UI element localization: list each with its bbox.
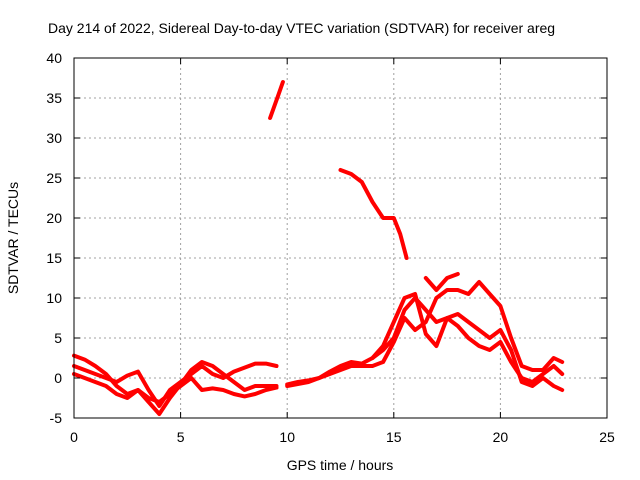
data-track-track-7	[285, 280, 565, 388]
grid-layer	[74, 58, 607, 418]
chart-title: Day 214 of 2022, Sidereal Day-to-day VTE…	[48, 20, 555, 36]
x-tick-label: 10	[279, 429, 295, 445]
y-tick-label: -5	[50, 410, 63, 426]
tick-layer: 0 5 10 15 20 25 -5 0 5 10 15 20 25 30 35 40	[46, 50, 615, 445]
y-axis-label: SDTVAR / TECUs	[5, 182, 21, 294]
data-track-track-6	[338, 168, 409, 260]
y-tick-label: 25	[46, 170, 62, 186]
x-tick-label: 20	[493, 429, 509, 445]
data-track-track-8	[370, 292, 565, 392]
data-track-track-9	[423, 272, 460, 292]
y-tick-label: 35	[46, 90, 62, 106]
plot-frame	[73, 57, 608, 419]
data-track-track-5	[285, 296, 565, 387]
data-track-track-4	[268, 80, 285, 120]
y-tick-label: 15	[46, 250, 62, 266]
x-tick-label: 5	[177, 429, 185, 445]
x-tick-label: 0	[70, 429, 78, 445]
y-tick-label: 0	[54, 370, 62, 386]
y-tick-label: 5	[54, 330, 62, 346]
y-tick-label: 10	[46, 290, 62, 306]
x-tick-label: 25	[599, 429, 615, 445]
data-track-track-3	[72, 372, 279, 404]
x-axis-label: GPS time / hours	[287, 457, 394, 473]
y-tick-label: 20	[46, 210, 62, 226]
y-tick-label: 30	[46, 130, 62, 146]
x-tick-label: 15	[386, 429, 402, 445]
y-tick-label: 40	[46, 50, 62, 66]
data-layer	[72, 80, 565, 416]
